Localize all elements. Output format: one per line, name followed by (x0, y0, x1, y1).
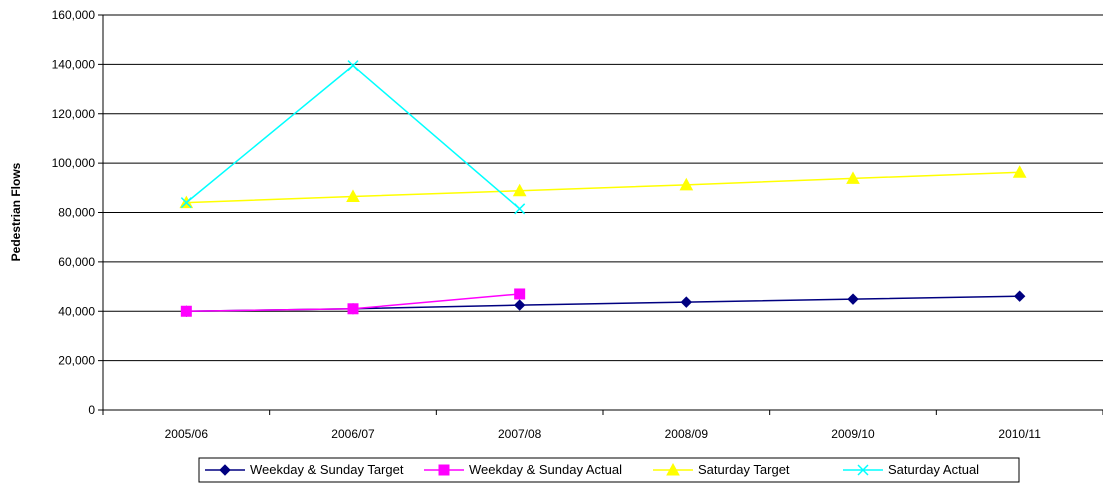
series-line (185, 64, 521, 210)
series-line (186, 171, 1020, 204)
x-tick-label: 2010/11 (998, 427, 1041, 441)
x-tick-label: 2006/07 (331, 427, 375, 441)
legend: Weekday & Sunday Target Weekday & Sunday … (198, 457, 1020, 483)
data-point (514, 288, 526, 300)
y-axis-tick-labels: 0 20,000 40,000 60,000 80,000 100,000 120,000 1… (52, 8, 96, 417)
series-4 (180, 60, 526, 215)
legend-marker (666, 462, 680, 476)
data-point (846, 171, 860, 184)
data-point (512, 183, 527, 197)
data-point (346, 189, 360, 202)
legend-label: Saturday Target (698, 462, 790, 477)
y-tick-label: 60,000 (58, 255, 95, 269)
legend-marker (438, 464, 450, 476)
marker-stroke (857, 464, 869, 476)
data-point (1012, 165, 1027, 178)
axes (98, 14, 1103, 415)
legend-item: Saturday Target (653, 462, 790, 477)
marker-stroke (347, 60, 359, 72)
y-tick-label: 140,000 (52, 57, 96, 71)
series-1 (180, 290, 1026, 317)
x-tick-label: 2007/08 (498, 427, 542, 441)
data-point (847, 293, 859, 305)
marker-stroke (180, 197, 192, 209)
series-2 (180, 288, 526, 317)
y-axis-title: Pedestrian Flows (9, 162, 23, 261)
legend-label: Weekday & Sunday Actual (469, 462, 622, 477)
x-tick-label: 2005/06 (165, 427, 209, 441)
marker-stroke (514, 203, 526, 215)
legend-label: Saturday Actual (888, 462, 979, 477)
x-tick-label: 2008/09 (665, 427, 709, 441)
data-point (347, 60, 359, 72)
gridlines (103, 14, 1103, 362)
series-3 (179, 165, 1027, 209)
data-point (1013, 290, 1026, 302)
legend-item: Weekday & Sunday Actual (424, 462, 622, 477)
x-axis-tick-labels: 2005/06 2006/07 2007/08 2008/09 2009/10 2010/… (165, 427, 1042, 441)
y-tick-label: 160,000 (52, 8, 96, 22)
legend-marker (857, 464, 869, 476)
data-point (680, 296, 693, 308)
y-tick-label: 120,000 (52, 107, 96, 121)
y-tick-label: 20,000 (58, 354, 95, 368)
data-point (514, 203, 526, 215)
data-point (513, 299, 526, 311)
legend-marker (219, 464, 231, 476)
data-point (347, 303, 359, 315)
x-tick-label: 2009/10 (831, 427, 875, 441)
y-tick-label: 80,000 (58, 206, 95, 220)
data-point (180, 197, 192, 209)
data-point (180, 305, 192, 317)
legend-item: Weekday & Sunday Target (205, 462, 404, 477)
legend-item: Saturday Actual (843, 462, 979, 477)
y-tick-label: 40,000 (58, 304, 95, 318)
legend-label: Weekday & Sunday Target (250, 462, 404, 477)
y-tick-label: 100,000 (52, 156, 96, 170)
data-point (679, 177, 694, 191)
series-lines (179, 60, 1027, 317)
y-tick-label: 0 (88, 403, 95, 417)
